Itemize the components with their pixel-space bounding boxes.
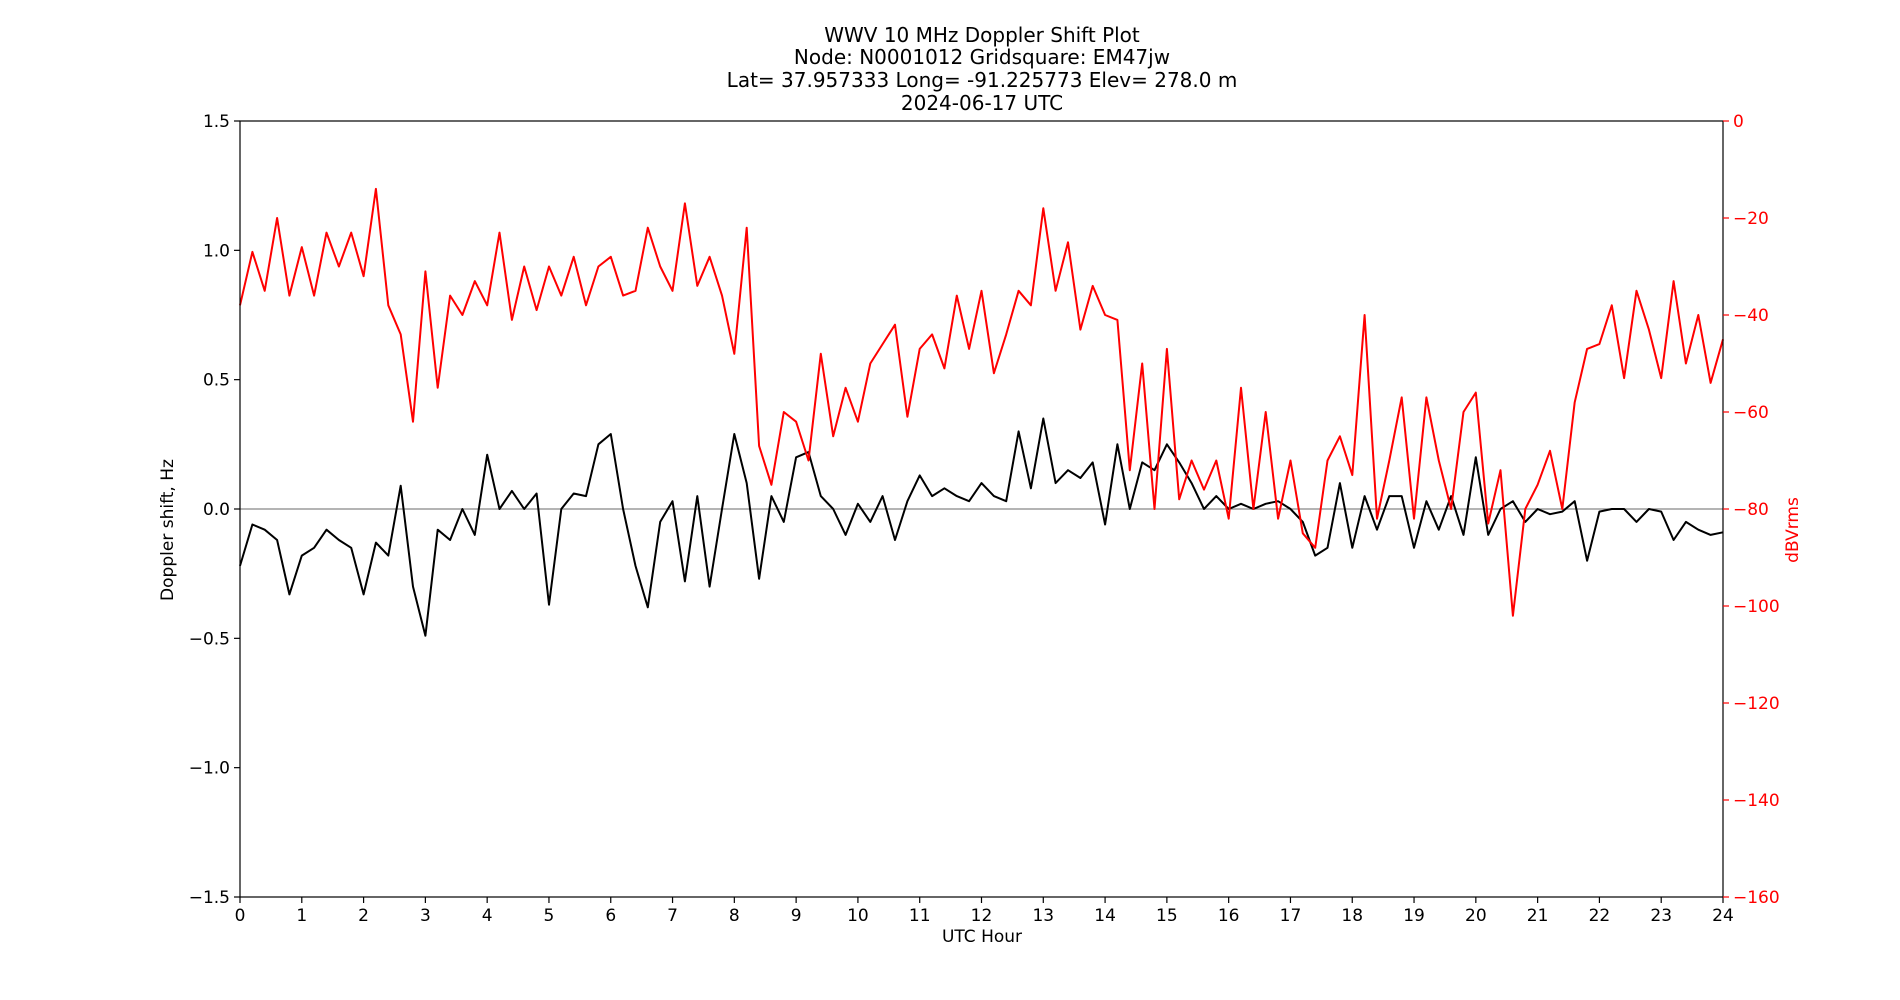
x-tick-label: 11 [909, 906, 931, 926]
y-right-tick-label: −140 [1733, 791, 1780, 811]
x-tick-label: 13 [1032, 906, 1054, 926]
title-line-1: WWV 10 MHz Doppler Shift Plot [824, 23, 1140, 47]
x-tick-label: 24 [1712, 906, 1734, 926]
y-right-tick-label: −20 [1733, 209, 1769, 229]
x-tick-label: 20 [1465, 906, 1487, 926]
y-right-tick-label: −80 [1733, 500, 1769, 520]
power-series-line [239, 187, 1724, 617]
x-tick-label: 8 [729, 906, 740, 926]
y-right-tick-label: 0 [1733, 112, 1744, 132]
x-tick-label: 12 [971, 906, 993, 926]
y-left-tick-label: 1.0 [203, 241, 230, 261]
y-axis-right-label: dBVrms [1783, 497, 1803, 563]
x-tick-label: 23 [1650, 906, 1672, 926]
y-left-tick-label: 0.0 [203, 500, 230, 520]
x-axis-label: UTC Hour [942, 927, 1022, 947]
y-right-tick-label: −160 [1733, 888, 1780, 908]
x-tick-label: 16 [1218, 906, 1240, 926]
y-right-tick-label: −60 [1733, 403, 1769, 423]
y-left-tick-label: −0.5 [189, 629, 230, 649]
x-axis: 0 1 2 3 4 5 6 7 8 9 10 11 12 13 14 15 16 17 18 19 20 21 22 23 24 [235, 897, 1734, 926]
title-line-4: 2024-06-17 UTC [901, 91, 1063, 115]
x-tick-label: 19 [1403, 906, 1425, 926]
y-left-tick-label: −1.5 [189, 888, 230, 908]
x-tick-label: 9 [791, 906, 802, 926]
doppler-series-line [239, 417, 1724, 637]
x-tick-label: 18 [1341, 906, 1363, 926]
y-right-tick-label: −120 [1733, 694, 1780, 714]
x-tick-label: 0 [235, 906, 246, 926]
x-tick-label: 3 [420, 906, 431, 926]
x-tick-label: 5 [544, 906, 555, 926]
y-axis-right: 0 −20 −40 −60 −80 −100 −120 −140 −160 [1723, 112, 1780, 908]
series-layer [239, 187, 1724, 637]
x-tick-label: 6 [605, 906, 616, 926]
x-tick-label: 21 [1527, 906, 1549, 926]
x-tick-label: 14 [1094, 906, 1116, 926]
y-axis-left: 1.5 1.0 0.5 0.0 −0.5 −1.0 −1.5 [189, 112, 240, 908]
y-right-tick-label: −40 [1733, 306, 1769, 326]
chart-title: WWV 10 MHz Doppler Shift Plot Node: N000… [727, 23, 1238, 115]
x-tick-label: 1 [296, 906, 307, 926]
x-tick-label: 4 [482, 906, 493, 926]
title-line-3: Lat= 37.957333 Long= -91.225773 Elev= 27… [727, 68, 1238, 92]
y-left-tick-label: 0.5 [203, 371, 230, 391]
y-left-tick-label: −1.0 [189, 759, 230, 779]
x-tick-label: 22 [1589, 906, 1611, 926]
title-line-2: Node: N0001012 Gridsquare: EM47jw [794, 45, 1170, 69]
y-left-tick-label: 1.5 [203, 112, 230, 132]
x-tick-label: 15 [1156, 906, 1178, 926]
x-tick-label: 17 [1280, 906, 1302, 926]
x-tick-label: 2 [358, 906, 369, 926]
x-tick-label: 7 [667, 906, 678, 926]
x-tick-label: 10 [847, 906, 869, 926]
y-right-tick-label: −100 [1733, 597, 1780, 617]
y-axis-left-label: Doppler shift, Hz [158, 459, 178, 601]
